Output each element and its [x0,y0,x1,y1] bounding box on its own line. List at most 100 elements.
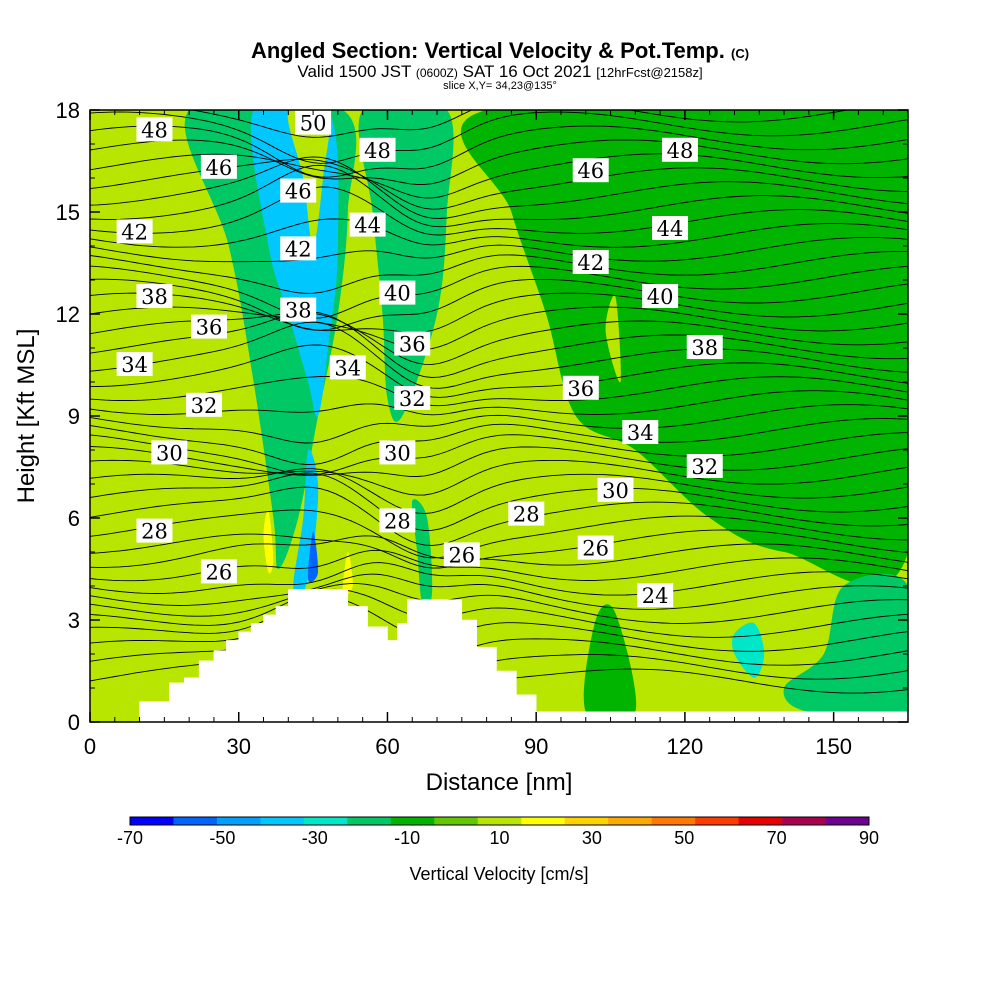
colorbar-segment-13 [695,817,739,825]
colorbar-tick-label-5: 30 [582,828,602,848]
isentrope-label-box [200,154,237,179]
isentrope-line-37 [90,153,908,199]
isentrope-label-35: 24 [637,583,674,608]
isentrope-label-text: 40 [384,282,411,306]
isentrope-label-text: 48 [364,139,391,163]
isentrope-line-3 [90,596,908,652]
isentrope-line-33 [90,186,908,236]
colorbar-segment-14 [738,817,783,825]
isentrope-label-text: 42 [121,220,148,244]
isentrope-line-23 [90,321,908,389]
colorbar-tick-label-4: 10 [489,828,509,848]
valid-line: Valid 1500 JST (0600Z) SAT 16 Oct 2021 [… [297,62,702,81]
isentrope-label-2: 42 [116,219,153,244]
slice-info: slice X,Y= 34,23@135° [443,80,557,92]
isentrope-line-32 [90,218,908,248]
isentrope-label-box [329,355,366,380]
isentrope-label-box [597,477,634,502]
isentrope-line-41 [189,110,851,138]
y-tick-label-5: 15 [56,200,80,225]
isentrope-line-28 [90,278,908,331]
isentrope-labels: 48 46 42 38 36 34 32 30 28 26 50 46 42 38 34 48 44 40 36 32… [116,110,723,608]
colorbar-tick-label-6: 50 [674,828,694,848]
y-tick-label-0: 0 [68,710,80,735]
isentrope-line-11 [90,509,908,559]
isentrope-label-box [661,137,698,162]
isentrope-line-40 [90,111,908,164]
valid-utc: (0600Z) [416,66,458,80]
colorbar-tick-label-7: 70 [767,828,787,848]
isentrope-label-box [379,440,416,465]
isentrope-label-text: 44 [354,214,381,238]
isentrope-label-text: 38 [691,336,718,360]
isentrope-label-text: 36 [399,333,426,357]
y-tick-label-2: 6 [68,506,80,531]
isentrope-label-29: 36 [562,375,599,401]
isentrope-label-24: 48 [661,137,698,163]
isentrope-label-31: 32 [686,454,723,479]
isentrope-label-text: 30 [156,441,183,465]
chart-title: Angled Section: Vertical Velocity & Pot.… [251,38,749,63]
isentrope-label-text: 28 [141,520,168,544]
velocity-region-13 [287,110,330,246]
y-tick-label-3: 9 [68,404,80,429]
isentrope-label-text: 36 [567,377,594,401]
isentrope-label-text: 28 [384,509,411,533]
colorbar-segment-7 [434,817,479,825]
isentrope-line-20 [90,390,908,416]
isentrope-label-box [349,212,386,237]
colorbar-segment-1 [173,817,218,825]
isentrope-line-27 [90,292,908,334]
isentrope-line-22 [90,344,908,398]
x-tick-label-4: 120 [667,734,704,759]
isentrope-label-text: 40 [647,285,674,309]
isentrope-label-text: 28 [513,503,540,527]
colorbar-tick-label-0: -70 [117,828,143,848]
isentrope-line-21 [90,375,908,407]
isentrope-label-text: 46 [206,156,233,180]
isentrope-label-box [359,137,396,162]
isentrope-line-6 [90,573,908,610]
isentrope-label-text: 30 [602,479,629,503]
colorbar-tick-label-8: 90 [859,828,879,848]
isentrope-label-text: 46 [577,159,604,183]
isentrope-line-14 [90,468,908,514]
isentrope-label-13: 38 [280,297,317,323]
isentrope-label-21: 28 [379,508,416,533]
isentrope-line-30 [90,250,908,294]
isentrope-label-34: 26 [577,535,614,561]
colorbar-segment-11 [608,817,652,825]
isentrope-line-39 [90,125,908,178]
colorbar-segment-0 [130,817,174,825]
isentrope-label-text: 50 [300,112,327,136]
velocity-region-9 [583,604,637,722]
isentrope-label-text: 42 [577,251,604,275]
isentrope-label-text: 44 [657,217,684,241]
y-axis-label: Height [Kft MSL] [13,329,40,504]
isentrope-label-text: 30 [384,441,411,465]
isentrope-label-box [379,508,416,533]
isentrope-line-34 [90,164,908,228]
colorbar-segment-5 [347,817,392,825]
isentrope-line-19 [90,404,908,444]
isentrope-label-6: 32 [186,392,223,418]
colorbar-segment-8 [477,817,522,825]
isentrope-label-box [394,386,431,410]
isentrope-label-box [572,250,609,274]
isentrope-label-text: 26 [582,537,609,561]
isentrope-label-3: 38 [136,284,173,309]
isentrope-label-1: 46 [200,154,237,180]
colorbar-label: Vertical Velocity [cm/s] [409,864,588,884]
colorbar-segment-6 [390,817,435,825]
isentrope-label-28: 38 [686,335,723,360]
valid-date: SAT 16 Oct 2021 [463,62,592,81]
isentrope-line-9 [90,535,908,568]
isentrope-line-29 [90,265,908,319]
isentrope-label-7: 30 [151,440,188,465]
isentrope-label-5: 34 [116,352,153,377]
colorbar-segment-4 [303,817,348,825]
isentrope-line-38 [90,139,908,185]
isentrope-label-11: 46 [280,178,317,204]
colorbar-segment-3 [260,817,305,825]
